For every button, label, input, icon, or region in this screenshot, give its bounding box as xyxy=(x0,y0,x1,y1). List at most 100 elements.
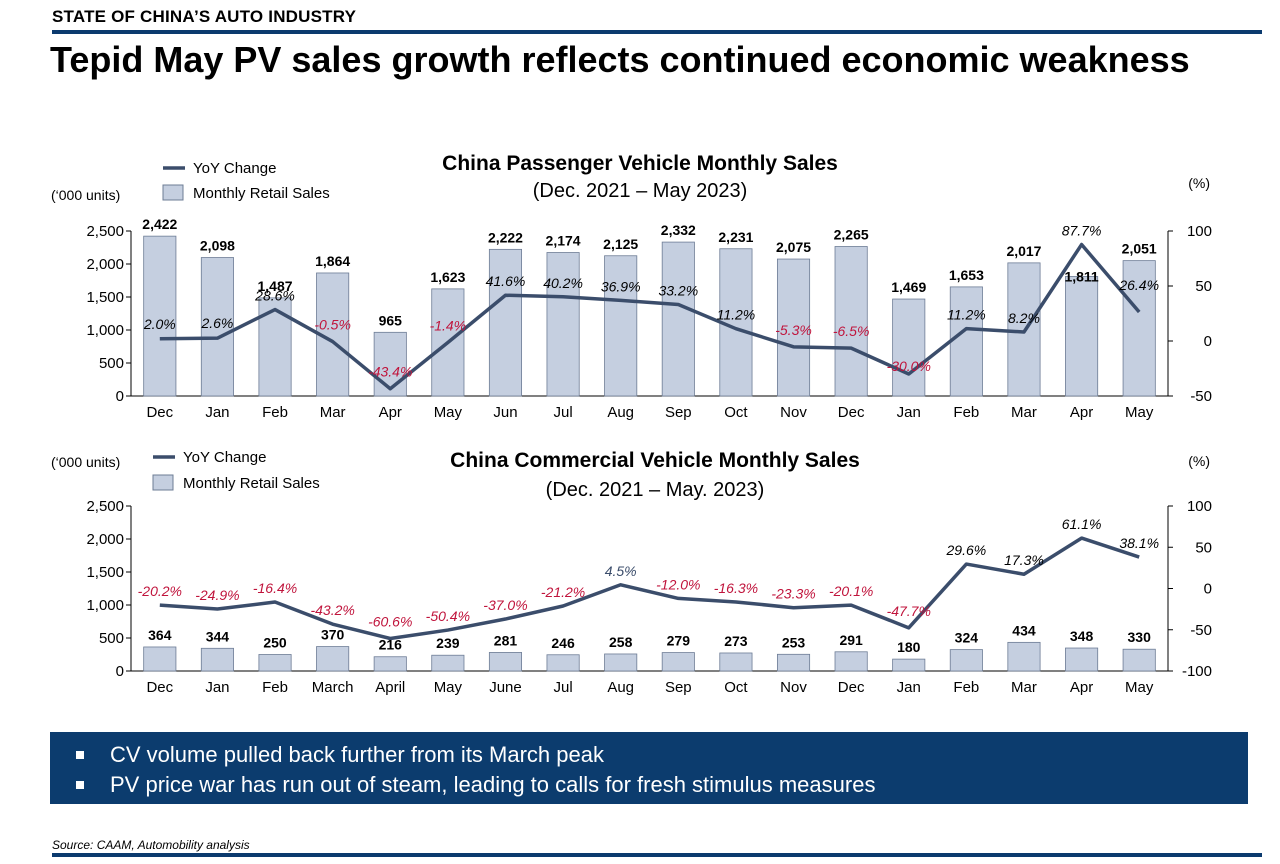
y-tick-label: 2,500 xyxy=(86,498,124,515)
yoy-series-line xyxy=(159,242,1141,391)
x-tick-label: May xyxy=(1125,404,1154,421)
bar xyxy=(834,651,868,672)
y-tick-label: 1,500 xyxy=(86,289,124,306)
bar-value-label: 250 xyxy=(263,635,287,651)
y2-tick-label: 100 xyxy=(1187,223,1212,240)
key-takeaways-box: CV volume pulled back further from its M… xyxy=(50,732,1248,804)
yoy-value-label: -47.7% xyxy=(887,603,931,619)
y2-axis-unit-label: (%) xyxy=(1188,453,1210,469)
bar xyxy=(200,257,234,397)
bar-value-label: 1,623 xyxy=(430,269,465,285)
x-tick-label: Aug xyxy=(607,679,634,696)
y-tick-label: 2,500 xyxy=(86,223,124,240)
bar xyxy=(661,652,695,672)
bar-value-label: 246 xyxy=(551,635,575,651)
takeaway-item: PV price war has run out of steam, leadi… xyxy=(76,770,1248,800)
y2-tick-label: 0 xyxy=(1204,333,1212,350)
y-tick-label: 2,000 xyxy=(86,531,124,548)
x-tick-label: May xyxy=(1125,679,1154,696)
headline: Tepid May PV sales growth reflects conti… xyxy=(50,39,1190,80)
bar-value-label: 2,422 xyxy=(142,216,177,232)
yoy-value-label: 41.6% xyxy=(486,273,526,289)
yoy-value-label: -5.3% xyxy=(775,322,812,338)
bar xyxy=(1065,647,1099,672)
yoy-value-label: 40.2% xyxy=(543,275,583,291)
bar-value-label: 1,469 xyxy=(891,279,926,295)
yoy-value-label: -16.3% xyxy=(714,580,758,596)
yoy-value-label: -23.3% xyxy=(771,586,815,602)
top-rule xyxy=(52,30,1262,34)
y2-tick-label: 100 xyxy=(1187,498,1212,515)
yoy-value-label: -50.4% xyxy=(426,608,470,624)
legend-bar-swatch xyxy=(152,474,174,491)
bar-value-label: 291 xyxy=(839,632,863,648)
x-tick-label: Dec xyxy=(838,679,865,696)
bar xyxy=(892,658,926,672)
yoy-value-label: 36.9% xyxy=(601,278,641,294)
x-tick-label: Apr xyxy=(1070,679,1093,696)
bar xyxy=(316,646,350,672)
yoy-value-label: 2.0% xyxy=(143,316,176,332)
x-tick-label: Jan xyxy=(205,404,229,421)
x-tick-label: April xyxy=(375,679,405,696)
x-tick-label: Nov xyxy=(780,679,807,696)
yoy-value-label: -12.0% xyxy=(656,576,700,592)
yoy-value-label: -43.2% xyxy=(310,602,354,618)
x-tick-label: Jan xyxy=(897,679,921,696)
chart-title: China Commercial Vehicle Monthly Sales xyxy=(450,449,860,472)
yoy-value-label: 2.6% xyxy=(200,315,233,331)
takeaway-text: PV price war has run out of steam, leadi… xyxy=(110,772,876,797)
bar xyxy=(373,656,407,672)
y-tick-label: 0 xyxy=(116,388,124,405)
yoy-value-label: -30.0% xyxy=(887,358,931,374)
x-tick-label: Feb xyxy=(262,679,288,696)
y-tick-label: 2,000 xyxy=(86,256,124,273)
bar-value-label: 2,017 xyxy=(1006,243,1041,259)
x-tick-label: Feb xyxy=(953,404,979,421)
takeaway-text: CV volume pulled back further from its M… xyxy=(110,742,604,767)
yoy-value-label: 17.3% xyxy=(1004,552,1044,568)
yoy-value-label: 26.4% xyxy=(1118,277,1159,293)
bar xyxy=(834,246,868,397)
square-bullet-icon xyxy=(76,781,84,789)
x-tick-label: Aug xyxy=(607,404,634,421)
legend-label-yoy: YoY Change xyxy=(183,449,266,466)
bar xyxy=(200,647,234,672)
bar xyxy=(258,654,292,672)
passenger-vehicle-chart: China Passenger Vehicle Monthly Sales (De… xyxy=(51,152,1212,421)
yoy-value-label: 4.5% xyxy=(605,563,637,579)
bar-value-label: 965 xyxy=(379,312,403,328)
y-tick-label: 1,000 xyxy=(86,322,124,339)
x-tick-label: Jul xyxy=(553,404,572,421)
bar xyxy=(1007,641,1041,672)
yoy-value-label: -0.5% xyxy=(314,317,351,333)
x-tick-label: March xyxy=(312,679,354,696)
bar-value-label: 1,487 xyxy=(258,278,293,294)
bar xyxy=(661,241,695,397)
yoy-value-label: 38.1% xyxy=(1119,535,1159,551)
x-tick-label: Jan xyxy=(897,404,921,421)
top-banner: STATE OF CHINA’S AUTO INDUSTRY xyxy=(0,0,1280,40)
bottom-rule xyxy=(52,853,1262,857)
bar-value-label: 364 xyxy=(148,627,172,643)
bar xyxy=(949,286,983,397)
y2-tick-label: 50 xyxy=(1195,278,1212,295)
bar-value-label: 281 xyxy=(494,632,518,648)
x-tick-label: Feb xyxy=(262,404,288,421)
section-label: STATE OF CHINA’S AUTO INDUSTRY xyxy=(52,7,357,26)
bar-value-label: 239 xyxy=(436,635,460,651)
x-tick-label: Jul xyxy=(553,679,572,696)
yoy-value-label: 33.2% xyxy=(658,282,698,298)
bar-value-label: 1,653 xyxy=(949,267,984,283)
yoy-value-label: -20.1% xyxy=(829,583,873,599)
bar xyxy=(143,235,177,397)
bar-value-label: 2,332 xyxy=(661,222,696,238)
bar-value-label: 2,098 xyxy=(200,238,235,254)
yoy-value-label: 11.2% xyxy=(717,307,756,323)
commercial-vehicle-chart: China Commercial Vehicle Monthly Sales (D… xyxy=(51,449,1212,696)
bar-value-label: 344 xyxy=(206,628,230,644)
yoy-value-label: 8.2% xyxy=(1008,310,1040,326)
x-tick-label: May xyxy=(434,679,463,696)
yoy-value-label: -43.4% xyxy=(368,364,412,380)
bar xyxy=(546,654,580,672)
